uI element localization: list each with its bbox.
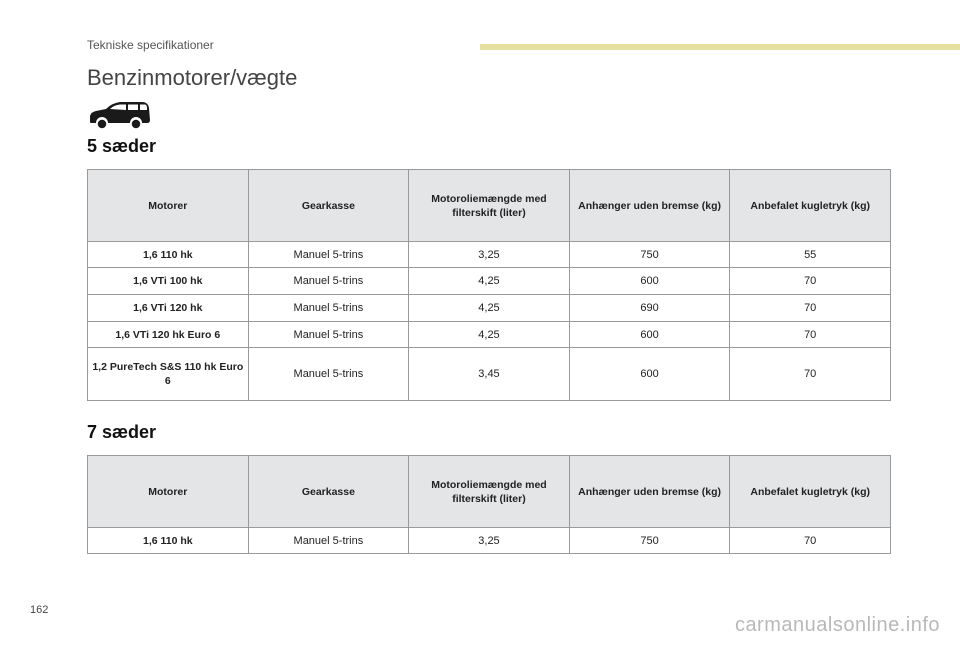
col-header-gearbox: Gearkasse xyxy=(247,455,410,528)
cell-oil: 3,25 xyxy=(408,241,570,268)
cell-noseweight: 70 xyxy=(729,347,891,401)
cell-noseweight: 70 xyxy=(729,527,891,554)
cell-oil: 3,45 xyxy=(408,347,570,401)
heading-5-seats: 5 sæder xyxy=(87,136,157,156)
table-row: 1,6 110 hk Manuel 5-trins 3,25 750 70 xyxy=(87,527,891,554)
cell-oil: 3,25 xyxy=(408,527,570,554)
cell-gearbox: Manuel 5-trins xyxy=(247,527,410,554)
cell-engine: 1,6 VTi 120 hk xyxy=(87,294,249,322)
spec-table-7-seats: Motorer Gearkasse Motoroliemængde med fi… xyxy=(87,455,891,554)
table-row: 1,2 PureTech S&S 110 hk Euro 6 Manuel 5-… xyxy=(87,347,891,401)
cell-engine: 1,6 110 hk xyxy=(87,527,249,554)
cell-engine: 1,6 VTi 100 hk xyxy=(87,267,249,295)
col-header-oil: Motoroliemængde med filterskift (liter) xyxy=(408,455,570,528)
cell-trailer: 750 xyxy=(568,241,731,268)
page-number: 162 xyxy=(30,604,49,616)
cell-oil: 4,25 xyxy=(408,294,570,322)
cell-noseweight: 55 xyxy=(729,241,891,268)
cell-noseweight: 70 xyxy=(729,267,891,295)
car-icon xyxy=(90,102,150,130)
cell-engine: 1,6 VTi 120 hk Euro 6 xyxy=(87,321,249,348)
cell-engine: 1,2 PureTech S&S 110 hk Euro 6 xyxy=(87,347,249,401)
cell-engine: 1,6 110 hk xyxy=(87,241,249,268)
col-header-trailer: Anhænger uden bremse (kg) xyxy=(568,455,731,528)
heading-7-seats: 7 sæder xyxy=(87,422,157,442)
col-header-noseweight: Anbefalet kugletryk (kg) xyxy=(729,169,891,242)
table-row: 1,6 VTi 120 hk Manuel 5-trins 4,25 690 7… xyxy=(87,294,891,322)
page-title: Benzinmotorer/vægte xyxy=(87,65,298,90)
cell-trailer: 600 xyxy=(568,267,731,295)
col-header-gearbox: Gearkasse xyxy=(247,169,410,242)
cell-trailer: 750 xyxy=(568,527,731,554)
table-row: 1,6 VTi 100 hk Manuel 5-trins 4,25 600 7… xyxy=(87,267,891,295)
table-header-row: Motorer Gearkasse Motoroliemængde med fi… xyxy=(87,169,891,242)
col-header-oil: Motoroliemængde med filterskift (liter) xyxy=(408,169,570,242)
cell-gearbox: Manuel 5-trins xyxy=(247,267,410,295)
col-header-engine: Motorer xyxy=(87,455,249,528)
section-label: Tekniske specifikationer xyxy=(87,38,214,52)
col-header-trailer: Anhænger uden bremse (kg) xyxy=(568,169,731,242)
cell-noseweight: 70 xyxy=(729,294,891,322)
col-header-engine: Motorer xyxy=(87,169,249,242)
table-row: 1,6 VTi 120 hk Euro 6 Manuel 5-trins 4,2… xyxy=(87,321,891,348)
accent-bar xyxy=(480,44,960,50)
spec-table-5-seats: Motorer Gearkasse Motoroliemængde med fi… xyxy=(87,169,891,401)
cell-trailer: 690 xyxy=(568,294,731,322)
cell-trailer: 600 xyxy=(568,321,731,348)
cell-trailer: 600 xyxy=(568,347,731,401)
cell-gearbox: Manuel 5-trins xyxy=(247,347,410,401)
table-row: 1,6 110 hk Manuel 5-trins 3,25 750 55 xyxy=(87,241,891,268)
cell-oil: 4,25 xyxy=(408,321,570,348)
cell-oil: 4,25 xyxy=(408,267,570,295)
col-header-noseweight: Anbefalet kugletryk (kg) xyxy=(729,455,891,528)
watermark: carmanualsonline.info xyxy=(734,614,940,636)
cell-gearbox: Manuel 5-trins xyxy=(247,321,410,348)
cell-noseweight: 70 xyxy=(729,321,891,348)
table-header-row: Motorer Gearkasse Motoroliemængde med fi… xyxy=(87,455,891,528)
cell-gearbox: Manuel 5-trins xyxy=(247,241,410,268)
cell-gearbox: Manuel 5-trins xyxy=(247,294,410,322)
